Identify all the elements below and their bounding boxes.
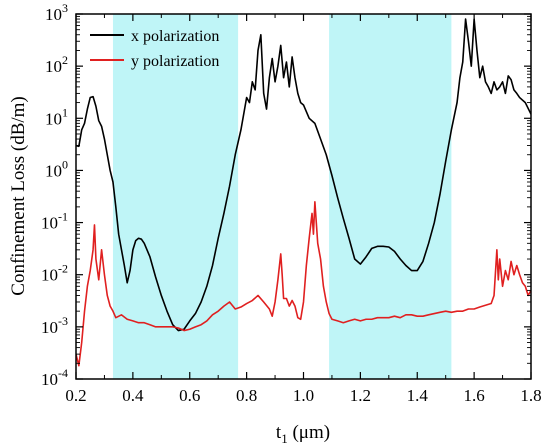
x-tick-label: 0.8: [236, 386, 257, 405]
y-tick-label: 101: [45, 105, 68, 128]
x-tick-label: 1.8: [520, 386, 541, 405]
x-axis-title-unit: (μm): [288, 422, 330, 443]
x-tick-label: 0.4: [122, 386, 144, 405]
y-tick-label: 10-4: [41, 366, 68, 389]
legend: x polarization y polarization: [90, 28, 219, 70]
x-tick-label: 0.2: [65, 386, 86, 405]
x-tick-label: 0.6: [179, 386, 200, 405]
series-line-y-polarization: [76, 201, 531, 367]
y-tick-label: 102: [45, 53, 68, 76]
shaded-regions: [112, 14, 452, 379]
x-axis-title-subscript: 1: [281, 431, 288, 446]
x-axis-title-main: t: [276, 422, 282, 443]
y-tick-label: 10-2: [41, 262, 68, 285]
x-axis-ticks: 0.2 0.4 0.6 0.8 1.0 1.2 1.4 1.6 1.8: [65, 14, 542, 405]
y-tick-label: 10-1: [41, 210, 68, 233]
data-series: [76, 18, 531, 367]
y-tick-label: 103: [45, 1, 68, 24]
y-tick-label: 100: [45, 157, 68, 180]
y-axis-title: Confinement Loss (dB/m): [8, 96, 29, 295]
y-axis-ticks: 10-4 10-3 10-2 10-1 100 101 102 103: [41, 1, 531, 389]
x-tick-label: 1.6: [464, 386, 485, 405]
x-axis-title: t1 (μm): [276, 422, 330, 446]
x-tick-label: 1.0: [293, 386, 314, 405]
x-tick-label: 1.4: [407, 386, 429, 405]
shaded-region-1: [112, 14, 239, 379]
shaded-region-2: [329, 14, 452, 379]
y-tick-label: 10-3: [41, 314, 68, 337]
x-tick-label: 1.2: [350, 386, 371, 405]
series-line-x-polarization: [76, 18, 531, 332]
legend-label-y-polarization: y polarization: [131, 53, 219, 70]
legend-label-x-polarization: x polarization: [131, 28, 219, 45]
